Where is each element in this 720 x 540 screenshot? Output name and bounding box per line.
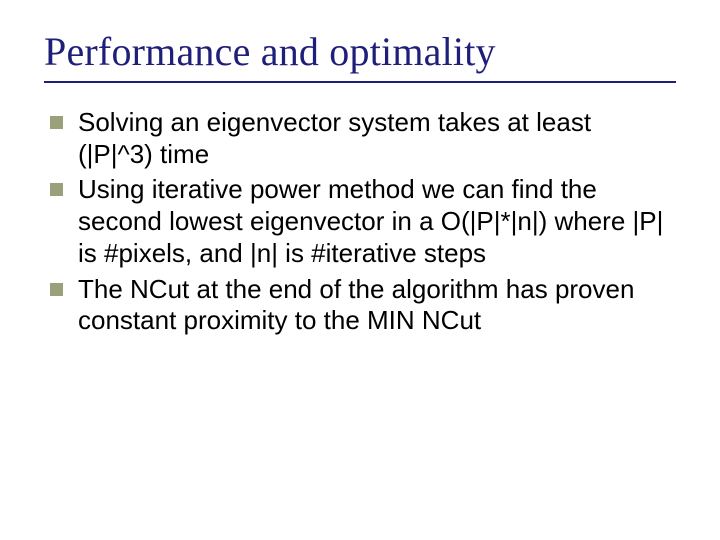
bullet-list: Solving an eigenvector system takes at l… xyxy=(44,107,676,337)
bullet-item: The NCut at the end of the algorithm has… xyxy=(48,274,664,337)
title-underline xyxy=(44,81,676,83)
slide-title: Performance and optimality xyxy=(44,28,676,75)
bullet-item: Solving an eigenvector system takes at l… xyxy=(48,107,664,170)
slide: Performance and optimality Solving an ei… xyxy=(0,0,720,540)
bullet-item: Using iterative power method we can find… xyxy=(48,174,664,269)
